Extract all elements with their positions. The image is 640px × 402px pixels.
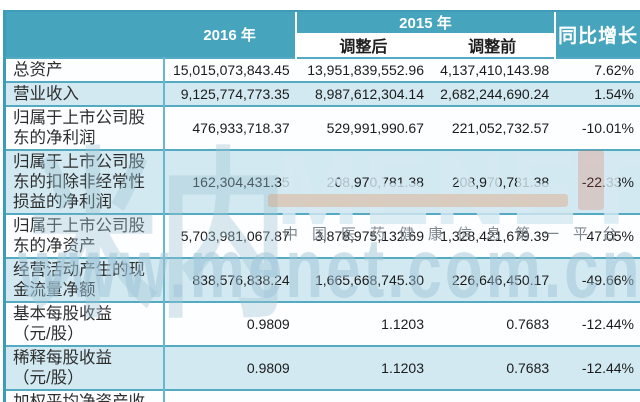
value-2015-adjusted-after: 1.1203	[295, 345, 430, 390]
value-2015-adjusted-after: 13,951,839,552.96	[295, 57, 430, 82]
table-row-diluted-eps: 稀释每股收益 （元/股） 0.9809 1.1203 0.7683 -12.44…	[6, 345, 640, 390]
value-2016: 9,125,774,773.35	[164, 81, 296, 106]
value-2015-adjusted-after: 14.34	[295, 389, 430, 402]
value-2016: 0.9809	[164, 301, 296, 346]
table-row-net-assets: 归属于上市公司股 东的净资产 5,703,981,067.87 3,878,97…	[6, 213, 640, 258]
value-2016: 838,576,838.24	[164, 257, 296, 302]
header-yoy-growth: 同比增长	[555, 12, 640, 58]
table-row-net-profit: 归属于上市公司股 东的净利润 476,933,718.37 529,991,99…	[6, 105, 640, 150]
table-row-operating-cash-flow: 经营活动产生的现 金流量净额 838,576,838.24 1,665,668,…	[6, 257, 640, 302]
financial-table: 2016 年 2015 年 同比增长 调整后 调整前 总资产 15,015,07…	[6, 12, 640, 402]
value-2015-adjusted-before: 0.7683	[429, 301, 556, 346]
value-yoy: -12.44%	[555, 345, 640, 390]
value-2015-adjusted-before: 0.7683	[429, 345, 556, 390]
value-2015-adjusted-before: 2,682,244,690.24	[429, 81, 556, 106]
row-label: 总资产	[6, 57, 166, 82]
row-label: 归属于上市公司股 东的净资产	[6, 213, 166, 258]
value-2015-adjusted-after: 1.1203	[295, 301, 430, 346]
table-row-total-assets: 总资产 15,015,073,843.45 13,951,839,552.96 …	[6, 57, 640, 82]
header-2015: 2015 年	[295, 12, 557, 33]
value-yoy: -10.01%	[555, 105, 640, 150]
header-blank-cell	[6, 12, 165, 58]
value-yoy: -4.96%	[555, 389, 640, 402]
value-2015-adjusted-before: 4,137,410,143.98	[429, 57, 556, 82]
value-2016: 476,933,718.37	[164, 105, 296, 150]
table-row-weighted-avg-roe: 加权平均净资产收 益率 9.38 14.34 17.72 -4.96%	[6, 389, 640, 402]
value-yoy: -12.44%	[555, 301, 640, 346]
value-2015-adjusted-before: 17.72	[429, 389, 556, 402]
value-2015-adjusted-after: 208,970,781.38	[295, 149, 430, 214]
row-label: 稀释每股收益 （元/股）	[6, 345, 166, 390]
value-yoy: 7.62%	[555, 57, 640, 82]
value-2015-adjusted-before: 1,328,421,679.39	[429, 213, 556, 258]
row-label: 经营活动产生的现 金流量净额	[6, 257, 166, 302]
value-2016: 0.9809	[164, 345, 296, 390]
value-2016: 15,015,073,843.45	[164, 57, 296, 82]
value-2016: 5,703,981,067.87	[164, 213, 296, 258]
row-label: 基本每股收益 （元/股）	[6, 301, 166, 346]
header-adjusted-before: 调整前	[429, 33, 557, 58]
value-2016: 9.38	[164, 389, 296, 402]
value-2015-adjusted-after: 8,987,612,304.14	[295, 81, 430, 106]
row-label: 加权平均净资产收 益率	[6, 389, 166, 402]
row-label: 归属于上市公司股 东的净利润	[6, 105, 166, 150]
table-row-operating-revenue: 营业收入 9,125,774,773.35 8,987,612,304.14 2…	[6, 81, 640, 106]
value-2015-adjusted-before: 208,970,781.38	[429, 149, 556, 214]
value-yoy: -49.66%	[555, 257, 640, 302]
value-2015-adjusted-after: 529,991,990.67	[295, 105, 430, 150]
value-yoy: 47.05%	[555, 213, 640, 258]
row-label: 归属于上市公司股 东的扣除非经常性 损益的净利润	[6, 149, 166, 214]
table-row-net-profit-excl-nonrecurring: 归属于上市公司股 东的扣除非经常性 损益的净利润 162,304,431.35 …	[6, 149, 640, 214]
value-2016: 162,304,431.35	[164, 149, 296, 214]
header-2016: 2016 年	[164, 12, 297, 58]
value-yoy: -22.33%	[555, 149, 640, 214]
table-header: 2016 年 2015 年 同比增长 调整后 调整前	[6, 12, 640, 58]
header-adjusted-after: 调整后	[295, 33, 430, 58]
value-2015-adjusted-before: 226,646,450.17	[429, 257, 556, 302]
table-row-basic-eps: 基本每股收益 （元/股） 0.9809 1.1203 0.7683 -12.44…	[6, 301, 640, 346]
row-label: 营业收入	[6, 81, 166, 106]
value-2015-adjusted-before: 221,052,732.57	[429, 105, 556, 150]
financial-summary-table: 2016 年 2015 年 同比增长 调整后 调整前 总资产 15,015,07…	[3, 10, 640, 402]
value-2015-adjusted-after: 3,878,975,132.69	[295, 213, 430, 258]
value-yoy: 1.54%	[555, 81, 640, 106]
value-2015-adjusted-after: 1,665,668,745.30	[295, 257, 430, 302]
